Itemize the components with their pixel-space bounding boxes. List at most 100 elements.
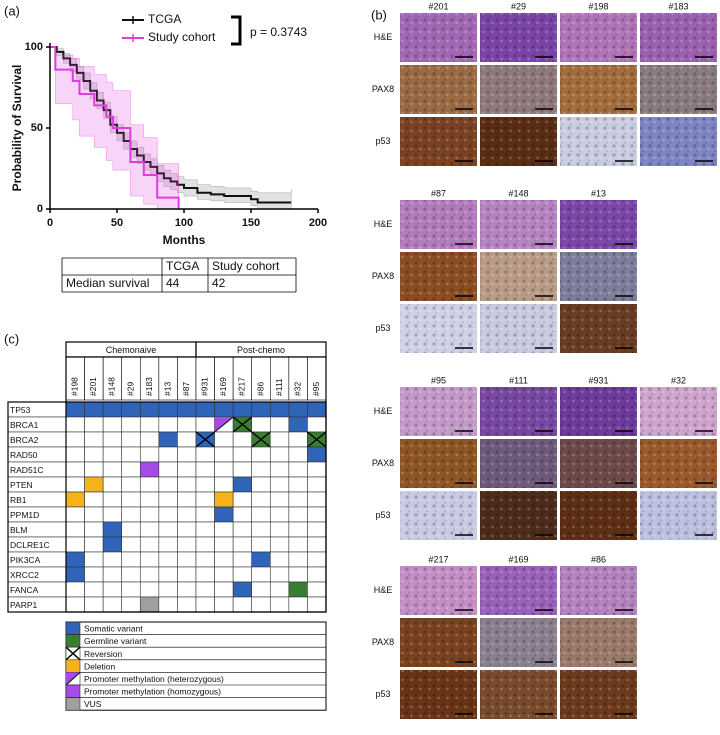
sample-label: #29	[511, 1, 526, 11]
sample-label: #217	[428, 554, 448, 564]
micrograph-texture	[400, 439, 477, 488]
cell-fill	[288, 461, 308, 478]
variant-cell	[307, 566, 327, 583]
cell-fill	[121, 551, 141, 568]
cell-fill	[251, 581, 271, 598]
variant-cell	[269, 536, 290, 553]
variant-cell	[65, 506, 85, 523]
cell-fill	[195, 551, 215, 568]
y-axis-title: Probability of Survival	[10, 65, 24, 192]
sample-label: #95	[311, 382, 321, 396]
x-tick-label: 50	[111, 217, 123, 229]
micrograph-texture	[560, 566, 637, 615]
legend-label: Promoter methylation (heterozygous)	[84, 674, 224, 684]
micrograph-texture	[480, 387, 557, 436]
variant-cell	[102, 476, 123, 493]
variant-cell	[214, 521, 234, 538]
gene-label: BRCA1	[10, 420, 39, 430]
sample-label: #87	[181, 382, 191, 396]
variant-cell	[269, 551, 290, 568]
cell-fill	[177, 596, 197, 613]
y-tick-label: 0	[37, 203, 43, 215]
variant-cell	[139, 461, 160, 478]
cell-fill	[139, 431, 160, 448]
variant-cell	[139, 521, 160, 538]
variant-cell	[214, 596, 234, 613]
variant-cell	[306, 431, 327, 448]
cell-fill	[232, 401, 253, 418]
cell-fill	[65, 536, 85, 553]
cell-fill	[158, 401, 178, 418]
cell-fill	[158, 491, 178, 508]
cell-fill	[177, 521, 197, 538]
variant-cell	[158, 506, 178, 523]
variant-cell	[65, 476, 85, 493]
variant-cell	[102, 416, 123, 433]
variant-cell	[158, 536, 178, 553]
micrograph-texture	[480, 566, 557, 615]
micrograph-texture	[400, 670, 477, 719]
reversion-cross	[232, 416, 253, 433]
cell-fill	[84, 416, 104, 433]
variant-cell	[65, 521, 85, 538]
panel-label: (c)	[4, 331, 19, 346]
variant-cell	[214, 506, 234, 523]
cell-fill	[269, 521, 290, 538]
variant-cell	[269, 476, 290, 493]
cell-fill	[102, 461, 123, 478]
cell-fill	[102, 446, 123, 463]
cell-fill	[121, 416, 141, 433]
cell-fill	[288, 536, 308, 553]
cell-fill	[214, 521, 234, 538]
sample-label: #29	[125, 382, 135, 396]
cell-fill	[121, 521, 141, 538]
table-row-label: Median survival	[66, 276, 149, 290]
cell-fill	[307, 566, 327, 583]
x-tick-label: 0	[47, 217, 53, 229]
variant-cell	[232, 446, 253, 463]
variant-cell	[158, 401, 178, 418]
variant-cell	[121, 536, 141, 553]
variant-cell	[251, 566, 271, 583]
cell-fill	[269, 431, 290, 448]
variant-cell	[232, 491, 253, 508]
micrograph-texture	[640, 491, 717, 540]
variant-cell	[214, 401, 234, 418]
variant-cell	[195, 476, 215, 493]
cell-fill	[158, 581, 178, 598]
cell-fill	[269, 446, 290, 463]
variant-cell	[251, 551, 271, 568]
cell-fill	[158, 446, 178, 463]
cell-fill	[214, 596, 234, 613]
micrograph-texture	[400, 566, 477, 615]
variant-cell	[139, 476, 160, 493]
micrograph-texture	[400, 117, 477, 166]
cell-fill	[288, 521, 308, 538]
cell-fill	[214, 581, 234, 598]
variant-cell	[269, 401, 290, 418]
gene-label: PTEN	[10, 480, 33, 490]
cell-fill	[251, 446, 271, 463]
variant-cell	[121, 581, 141, 598]
micrograph-texture	[560, 117, 637, 166]
cell-fill	[307, 401, 327, 418]
cell-fill	[84, 446, 104, 463]
legend-label: Promoter methylation (homozygous)	[84, 687, 221, 697]
variant-cell	[65, 446, 85, 463]
cell-fill	[307, 476, 327, 493]
micrograph-texture	[480, 65, 557, 114]
cell-fill	[307, 581, 327, 598]
cell-fill	[269, 491, 290, 508]
sample-label: #931	[588, 375, 608, 385]
variant-cell	[307, 416, 327, 433]
cell-fill	[195, 446, 215, 463]
variant-cell	[177, 506, 197, 523]
cell-fill	[195, 401, 215, 418]
variant-cell	[102, 491, 123, 508]
variant-cell	[121, 506, 141, 523]
variant-cell	[158, 566, 178, 583]
cell-fill	[65, 596, 85, 613]
cell-fill	[269, 476, 290, 493]
gene-label: PPM1D	[10, 510, 39, 520]
cell-fill	[232, 566, 253, 583]
